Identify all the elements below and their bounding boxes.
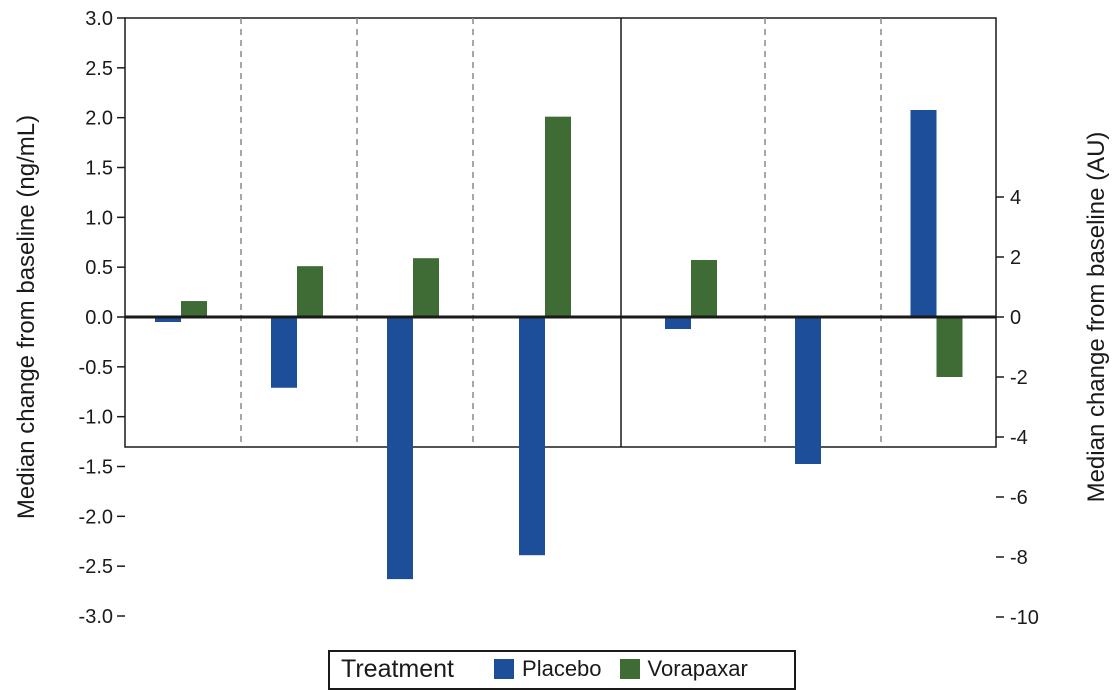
vorapaxar-bar-panel1-group4 <box>545 116 571 317</box>
y-tick-label-right-0: 4 <box>1010 187 1021 209</box>
vorapaxar-bar-panel2-group1 <box>691 260 717 317</box>
y-tick-label-left-3: 1.5 <box>85 158 113 180</box>
y-tick-label-right-3: -2 <box>1010 367 1028 389</box>
placebo-bar-panel2-group3 <box>910 110 937 317</box>
legend-title: Treatment <box>341 655 455 683</box>
plot-frame <box>124 17 997 448</box>
y-tick-label-left-6: 0.0 <box>85 307 113 329</box>
placebo-bar-panel2-group2 <box>795 317 821 464</box>
bars <box>155 110 963 580</box>
placebo-bar-panel2-group1 <box>665 317 691 329</box>
y-tick-label-left-11: -2.5 <box>79 556 113 578</box>
legend-item-placebo: Placebo <box>494 654 602 684</box>
y-tick-label-left-12: -3.0 <box>79 606 113 628</box>
vorapaxar-bar-panel1-group2 <box>297 266 323 317</box>
y-tick-label-left-4: 1.0 <box>85 207 113 229</box>
placebo-bar-panel1-group2 <box>271 317 297 388</box>
vorapaxar-bar-panel2-group3 <box>936 317 963 377</box>
axes: 3.0 2.5 2.0 1.5 1.0 0.5 0.0 -0.5 -1.0 -1.5 -2.0 -2.… <box>79 8 1039 629</box>
y-tick-label-right-7: -10 <box>1010 607 1039 629</box>
plot-border <box>124 17 997 448</box>
y-tick-label-right-1: 2 <box>1010 247 1021 269</box>
vorapaxar-bar-panel1-group1 <box>181 301 207 317</box>
y-tick-label-left-5: 0.5 <box>85 257 113 279</box>
placebo-bar-panel1-group4 <box>519 317 545 556</box>
y-tick-label-left-1: 2.5 <box>85 58 113 80</box>
legend-swatch-vorapaxar <box>619 659 640 679</box>
y-tick-label-left-10: -2.0 <box>79 506 113 528</box>
y-tick-label-right-4: -4 <box>1010 427 1028 449</box>
y-axis-label-right: Median change from baseline (AU) <box>1083 132 1110 503</box>
y-tick-label-right-2: 0 <box>1010 307 1021 329</box>
y-axis-label-left: Median change from baseline (ng/mL) <box>13 115 40 519</box>
placebo-bar-panel1-group1 <box>155 317 181 322</box>
y-tick-label-right-6: -8 <box>1010 547 1028 569</box>
legend-label-placebo: Placebo <box>522 656 602 681</box>
legend-label-vorapaxar: Vorapaxar <box>647 656 748 681</box>
y-tick-label-left-8: -1.0 <box>79 407 113 429</box>
legend-item-vorapaxar: Vorapaxar <box>619 654 748 684</box>
y-tick-label-left-7: -0.5 <box>79 357 113 379</box>
legend-swatch-placebo <box>494 659 515 679</box>
placebo-bar-panel1-group3 <box>387 317 413 580</box>
y-tick-label-left-0: 3.0 <box>85 8 113 30</box>
y-tick-label-right-5: -6 <box>1010 487 1028 509</box>
legend: Treatment Placebo Vorapaxar <box>328 650 796 690</box>
y-tick-label-left-2: 2.0 <box>85 108 113 130</box>
y-tick-label-left-9: -1.5 <box>79 457 113 479</box>
vorapaxar-bar-panel1-group3 <box>413 258 439 317</box>
